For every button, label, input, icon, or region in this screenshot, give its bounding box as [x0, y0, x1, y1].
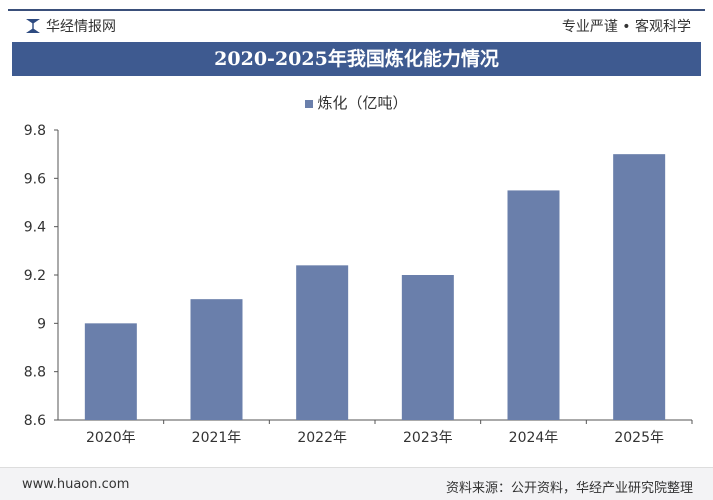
brand: 华经情报网	[26, 16, 116, 36]
x-tick-label: 2022年	[297, 430, 347, 446]
source-note: 资料来源：公开资料，华经产业研究院整理	[445, 481, 693, 496]
y-tick-label: 9.6	[24, 171, 46, 187]
chart-title: 2020-2025年我国炼化能力情况	[12, 42, 701, 76]
legend: 炼化（亿吨）	[0, 92, 713, 113]
x-tick-label: 2023年	[403, 430, 453, 446]
legend-swatch	[305, 99, 314, 108]
bar-chart: 8.6 8.8 9 9.2 9.4 9.6 9.8 2020年 2021年 2022年 2023年 2…	[24, 123, 693, 446]
x-tick-label: 2021年	[192, 430, 242, 446]
y-tick-label: 9	[37, 316, 46, 332]
y-tick-label: 8.8	[24, 365, 46, 381]
bar	[613, 154, 666, 420]
y-tick-label: 9.2	[24, 268, 46, 284]
x-tick-label: 2020年	[86, 430, 136, 446]
bar	[84, 323, 137, 420]
y-tick-label: 9.8	[24, 123, 46, 139]
bar	[190, 299, 243, 420]
x-tick-label: 2025年	[614, 430, 664, 446]
slogan: 专业严谨 • 客观科学	[561, 19, 691, 35]
brand-name: 华经情报网	[46, 19, 116, 35]
top-rule	[8, 9, 705, 11]
bar	[401, 275, 454, 420]
y-tick-label: 8.6	[24, 413, 46, 429]
bar	[507, 190, 560, 420]
y-tick-label: 9.4	[24, 220, 46, 236]
site-url: www.huaon.com	[22, 477, 130, 492]
legend-label: 炼化（亿吨）	[317, 94, 408, 112]
x-tick-label: 2024年	[509, 430, 559, 446]
bar	[296, 265, 349, 420]
footer: www.huaon.com 资料来源：公开资料，华经产业研究院整理	[0, 467, 713, 500]
